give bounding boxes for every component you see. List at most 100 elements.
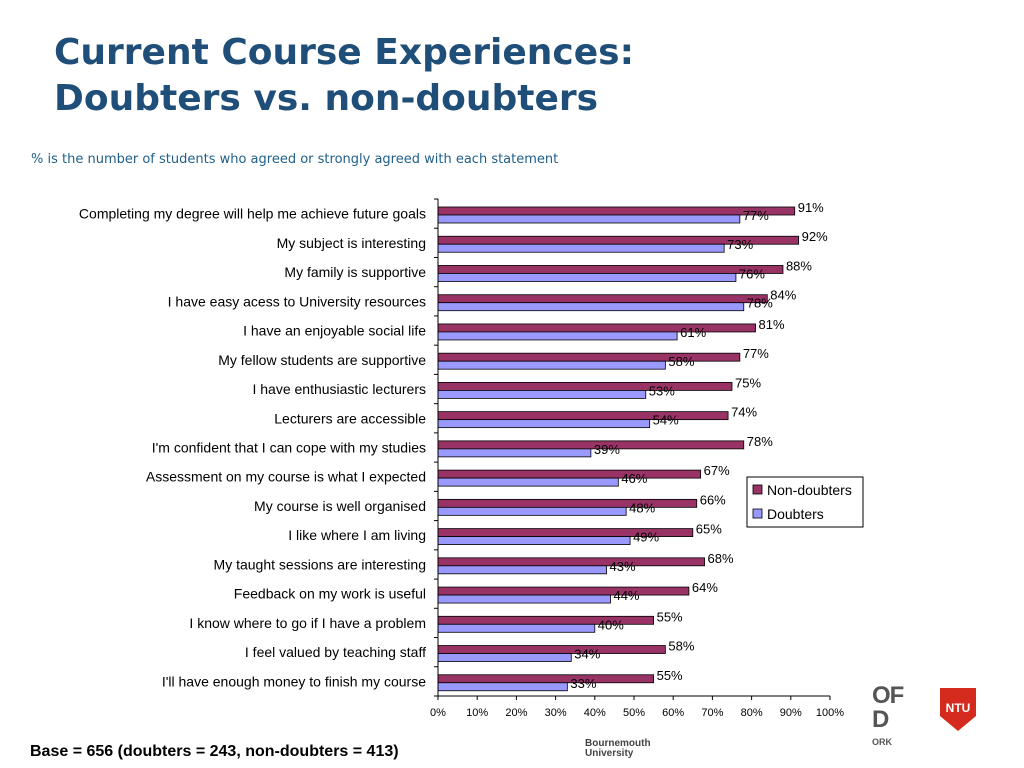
bar-non-doubters <box>437 265 784 274</box>
bar-doubters <box>437 390 647 399</box>
legend-swatch-non-doubters <box>752 484 763 495</box>
category-label: I have an enjoyable social life <box>243 323 426 339</box>
category-label: I'm confident that I can cope with my st… <box>152 440 426 456</box>
title-line-1: Current Course Experiences: <box>54 32 634 73</box>
partial-logo-letters: OF D <box>872 682 904 733</box>
data-label-non-doubters: 91% <box>798 200 824 215</box>
data-label-non-doubters: 58% <box>668 639 694 654</box>
bar-doubters <box>437 565 607 575</box>
data-label-doubters: 77% <box>743 208 769 223</box>
data-label-doubters: 43% <box>610 559 636 574</box>
data-label-doubters: 61% <box>680 325 706 340</box>
data-label-non-doubters: 81% <box>759 317 785 332</box>
bar-doubters <box>437 243 725 253</box>
category-label: I'll have enough money to finish my cour… <box>162 673 426 689</box>
bournemouth-logo-line-1: Bournemouth <box>585 738 651 749</box>
partial-logo-small: ORK <box>872 737 892 747</box>
x-tick-label: 10% <box>466 707 488 719</box>
data-label-non-doubters: 66% <box>700 492 726 507</box>
category-label: I have enthusiastic lecturers <box>252 381 426 397</box>
x-tick-label: 80% <box>741 707 763 719</box>
data-label-doubters: 76% <box>739 266 765 281</box>
data-label-doubters: 78% <box>747 296 773 311</box>
category-label: I like where I am living <box>288 527 426 543</box>
data-label-non-doubters: 55% <box>657 609 683 624</box>
data-label-doubters: 46% <box>621 471 647 486</box>
x-tick-label: 70% <box>701 707 723 719</box>
bar-chart: Completing my degree will help me achiev… <box>79 198 864 719</box>
bar-non-doubters <box>437 323 756 333</box>
category-label: My fellow students are supportive <box>218 352 426 368</box>
data-label-doubters: 73% <box>727 237 753 252</box>
chart-subtitle: % is the number of students who agreed o… <box>31 152 559 167</box>
data-label-doubters: 53% <box>649 383 675 398</box>
category-label: Feedback on my work is useful <box>234 586 426 602</box>
category-label: Lecturers are accessible <box>274 410 426 426</box>
x-tick-label: 100% <box>816 707 844 719</box>
data-label-non-doubters: 68% <box>708 551 734 566</box>
bar-non-doubters <box>437 411 729 421</box>
bar-non-doubters <box>437 382 733 391</box>
data-label-doubters: 33% <box>570 676 596 691</box>
category-label: Completing my degree will help me achiev… <box>79 206 426 222</box>
data-label-non-doubters: 84% <box>770 288 796 303</box>
data-label-non-doubters: 65% <box>696 522 722 537</box>
data-label-non-doubters: 78% <box>747 434 773 449</box>
bar-doubters <box>437 682 568 692</box>
bar-doubters <box>437 419 651 429</box>
data-label-doubters: 34% <box>574 647 600 662</box>
bar-non-doubters <box>437 674 655 684</box>
bar-doubters <box>437 594 611 604</box>
category-label: My taught sessions are interesting <box>214 556 426 572</box>
x-tick-label: 60% <box>662 707 684 719</box>
x-tick-label: 20% <box>505 707 527 719</box>
data-label-non-doubters: 64% <box>692 580 718 595</box>
bar-non-doubters <box>437 586 690 596</box>
category-label: I know where to go if I have a problem <box>189 615 426 631</box>
bar-non-doubters <box>437 206 796 216</box>
bar-doubters <box>437 360 666 370</box>
data-label-non-doubters: 75% <box>735 375 761 390</box>
data-label-non-doubters: 77% <box>743 346 769 361</box>
x-tick-label: 40% <box>584 707 606 719</box>
data-label-doubters: 58% <box>668 354 694 369</box>
bar-non-doubters <box>437 352 741 362</box>
data-label-doubters: 40% <box>598 617 624 632</box>
bar-non-doubters <box>437 294 768 304</box>
x-tick-label: 90% <box>780 707 802 719</box>
ntu-logo: NTU <box>940 688 976 731</box>
ntu-shield <box>940 688 976 731</box>
x-tick-label: 0% <box>430 707 446 719</box>
data-label-doubters: 49% <box>633 530 659 545</box>
category-label: My family is supportive <box>284 264 426 280</box>
bar-non-doubters <box>437 645 666 654</box>
x-tick-label: 30% <box>545 707 567 719</box>
legend-box <box>746 476 864 528</box>
legend-label-doubters: Doubters <box>767 506 824 522</box>
bar-non-doubters <box>437 498 698 508</box>
category-label: I have easy acess to University resource… <box>168 293 426 309</box>
bar-doubters <box>437 302 745 312</box>
bar-non-doubters <box>437 469 702 479</box>
bar-doubters <box>437 477 619 487</box>
legend-label-non-doubters: Non-doubters <box>767 482 852 498</box>
partial-university-logo: OF D ORK <box>872 682 904 747</box>
bar-doubters <box>437 214 741 224</box>
bar-doubters <box>437 506 627 516</box>
bar-doubters <box>437 331 678 341</box>
bar-doubters <box>437 273 737 282</box>
bar-doubters <box>437 448 592 458</box>
bar-non-doubters <box>437 557 705 567</box>
data-label-doubters: 39% <box>594 442 620 457</box>
bournemouth-logo-line-2: University <box>585 748 634 759</box>
data-label-non-doubters: 74% <box>731 405 757 420</box>
data-label-non-doubters: 67% <box>704 463 730 478</box>
data-label-doubters: 44% <box>613 588 639 603</box>
category-label: Assessment on my course is what I expect… <box>146 469 426 485</box>
bar-non-doubters <box>437 440 745 450</box>
category-label: My subject is interesting <box>277 235 426 251</box>
x-tick-label: 50% <box>623 707 645 719</box>
data-label-doubters: 48% <box>629 500 655 515</box>
data-label-non-doubters: 55% <box>657 668 683 683</box>
title-line-2: Doubters vs. non-doubters <box>54 78 599 119</box>
